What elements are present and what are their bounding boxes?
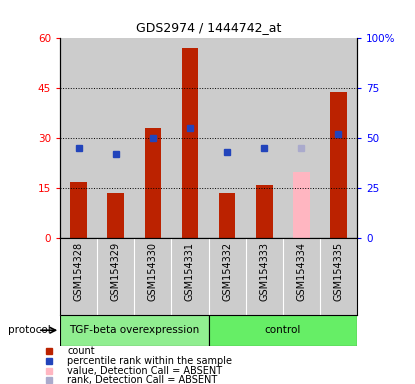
Text: count: count bbox=[67, 346, 95, 356]
Bar bbox=[171, 38, 209, 238]
Text: GSM154334: GSM154334 bbox=[296, 242, 306, 301]
Bar bbox=[144, 128, 161, 238]
Text: GSM154329: GSM154329 bbox=[111, 242, 121, 301]
Bar bbox=[182, 48, 198, 238]
Bar bbox=[330, 92, 347, 238]
Title: GDS2974 / 1444742_at: GDS2974 / 1444742_at bbox=[136, 22, 281, 35]
Bar bbox=[320, 38, 357, 238]
Text: GSM154332: GSM154332 bbox=[222, 242, 232, 301]
Text: value, Detection Call = ABSENT: value, Detection Call = ABSENT bbox=[67, 366, 222, 376]
Bar bbox=[209, 38, 246, 238]
Text: protocol: protocol bbox=[8, 325, 51, 335]
Text: GSM154330: GSM154330 bbox=[148, 242, 158, 301]
Bar bbox=[60, 38, 97, 238]
Text: rank, Detection Call = ABSENT: rank, Detection Call = ABSENT bbox=[67, 375, 217, 384]
Bar bbox=[219, 193, 235, 238]
Bar bbox=[134, 38, 171, 238]
Bar bbox=[293, 172, 310, 238]
Text: GSM154333: GSM154333 bbox=[259, 242, 269, 301]
Bar bbox=[209, 315, 357, 346]
Bar bbox=[71, 182, 87, 238]
Bar bbox=[256, 185, 273, 238]
Text: GSM154331: GSM154331 bbox=[185, 242, 195, 301]
Text: percentile rank within the sample: percentile rank within the sample bbox=[67, 356, 232, 366]
Bar bbox=[60, 315, 209, 346]
Bar bbox=[107, 193, 124, 238]
Text: control: control bbox=[264, 325, 301, 335]
Bar bbox=[246, 38, 283, 238]
Bar bbox=[97, 38, 134, 238]
Text: GSM154335: GSM154335 bbox=[333, 242, 343, 301]
Text: GSM154328: GSM154328 bbox=[74, 242, 84, 301]
Text: TGF-beta overexpression: TGF-beta overexpression bbox=[69, 325, 200, 335]
Bar bbox=[283, 38, 320, 238]
